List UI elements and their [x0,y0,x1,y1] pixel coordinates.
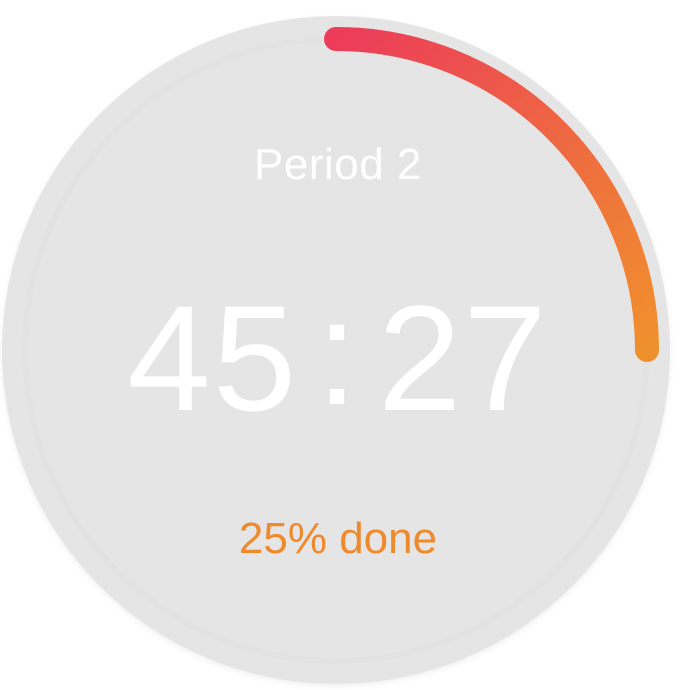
progress-label: 25% done [238,514,438,563]
minutes-value: 45 [127,274,299,442]
seconds-value: 27 [377,274,549,442]
progress-arc [324,27,659,362]
time-separator: : [316,268,360,436]
time-readout: 45:27 [0,277,676,433]
face-disc [2,16,670,684]
period-label: Period 2 [254,140,422,189]
